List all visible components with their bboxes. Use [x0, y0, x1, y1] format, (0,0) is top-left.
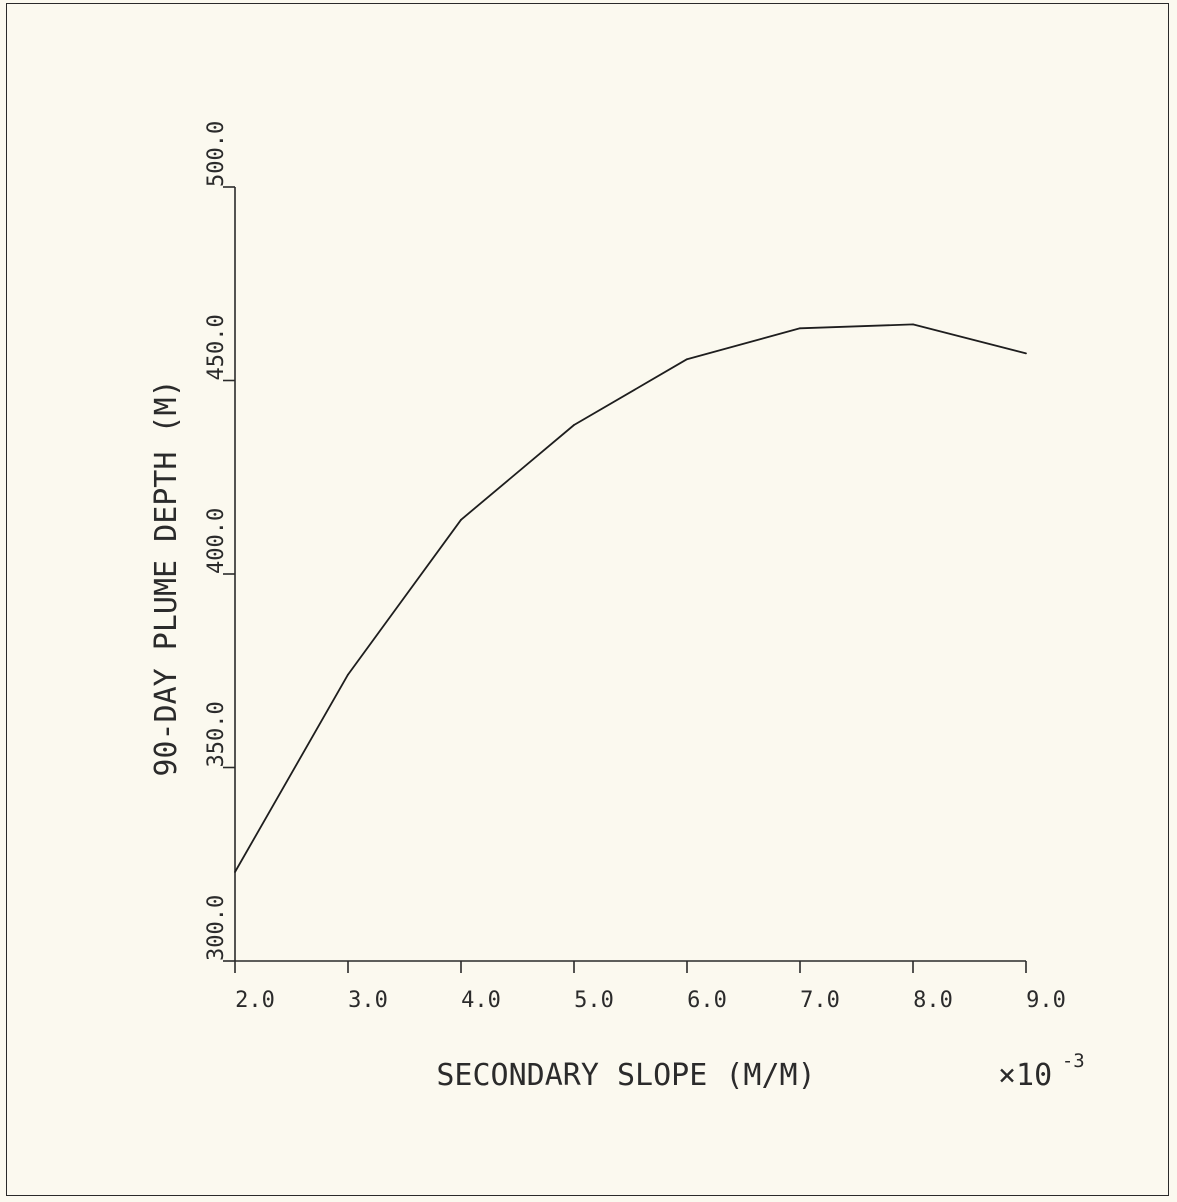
figure-frame	[6, 3, 1169, 1196]
x-tick-label: 5.0	[574, 988, 614, 1013]
series-layer	[234, 323, 1027, 873]
x-tick-label: 9.0	[1026, 988, 1066, 1013]
y-tick-label: 400.0	[204, 508, 229, 574]
x-tick-label: 6.0	[687, 988, 727, 1013]
x-tick-label: 7.0	[800, 988, 840, 1013]
data-point	[460, 518, 462, 521]
x-axis-multiplier-exponent: -3	[1062, 1050, 1085, 1072]
x-tick-label: 2.0	[235, 988, 275, 1013]
data-point	[912, 323, 914, 326]
data-point	[347, 673, 349, 676]
series-line	[234, 323, 1027, 873]
y-tick-label: 300.0	[204, 895, 229, 961]
y-ticks: 300.0 350.0 400.0 450.0 500.0	[204, 121, 235, 962]
data-point	[234, 871, 236, 873]
data-point	[686, 358, 688, 361]
x-axis-label: SECONDARY SLOPE (M/M)	[436, 1058, 815, 1093]
x-axis-multiplier: ×10 -3	[998, 1050, 1085, 1093]
x-tick-label: 4.0	[461, 988, 501, 1013]
x-axis-multiplier-base: ×10	[998, 1058, 1052, 1093]
y-tick-label: 500.0	[204, 121, 229, 187]
x-tick-label: 3.0	[348, 988, 388, 1013]
y-tick-label: 350.0	[204, 701, 229, 767]
data-point	[799, 327, 801, 330]
y-tick-label: 450.0	[204, 314, 229, 380]
axes	[234, 187, 1026, 962]
x-tick-label: 8.0	[913, 988, 953, 1013]
y-axis-label: 90-DAY PLUME DEPTH (M)	[149, 379, 184, 776]
data-point	[573, 424, 575, 426]
data-point	[1025, 352, 1027, 355]
x-ticks: 2.0 3.0 4.0 5.0 6.0 7.0 8.0 9.0	[234, 961, 1066, 1013]
